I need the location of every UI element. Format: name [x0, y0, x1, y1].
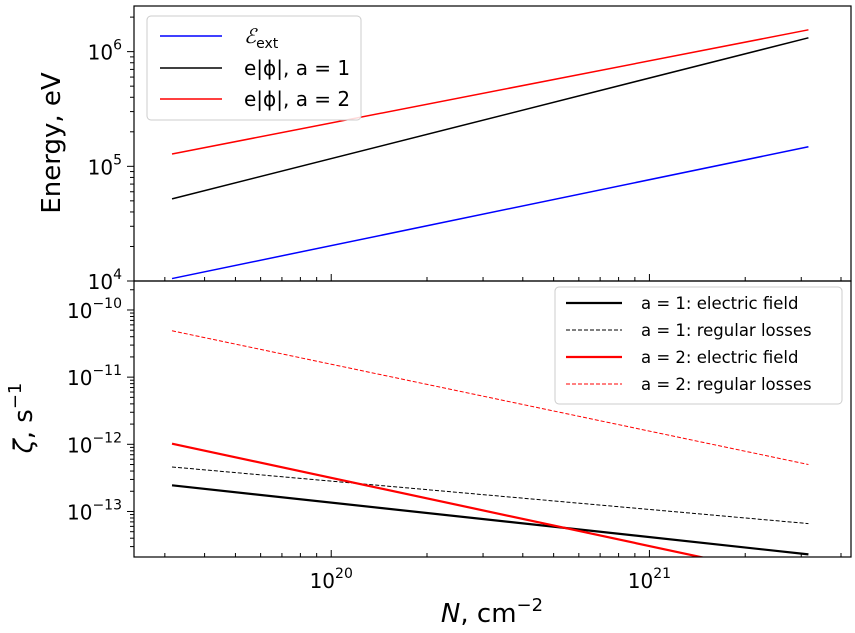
series-line-bottom-2 [171, 442, 706, 557]
panel-bottom-ionization-rate: 10−13 10−12 10−11 10−10 1020 1021 ζ, s−1 N, cm−… [5, 280, 852, 629]
series-line-bottom-0 [171, 484, 809, 556]
y-tick-label: 10−13 [67, 497, 122, 524]
legend: a = 1: electric field a = 1: regular loss… [554, 286, 843, 405]
y-axis-label: ζ, s−1 [5, 383, 39, 455]
y-tick-label: 104 [88, 267, 122, 294]
legend-box [554, 286, 843, 405]
series-lines [171, 29, 809, 280]
legend-box [146, 15, 362, 121]
y-tick-label: 10−10 [67, 296, 122, 323]
legend-label: a = 2: electric field [641, 348, 798, 367]
panel-top-energy: 104 105 106 Energy, eV ℰext e|ϕ|, a = 1 e|ϕ|, … [37, 5, 852, 294]
y-tick-label: 10−11 [67, 363, 122, 390]
legend-label: a = 2: regular losses [641, 375, 812, 394]
y-tick-label: 106 [88, 38, 122, 65]
legend-label: e|ϕ|, a = 1 [244, 56, 350, 80]
x-tick-label: 1020 [310, 566, 353, 593]
series-line-top-0 [171, 146, 809, 280]
y-axis-label: Energy, eV [37, 72, 67, 214]
y-tick-label: 105 [88, 152, 122, 179]
series-line-top-1 [171, 37, 809, 200]
y-tick-label: 10−12 [67, 430, 122, 457]
legend-label: ℰext [244, 24, 279, 52]
x-ticks [164, 550, 842, 557]
legend-label: a = 1: electric field [641, 294, 798, 313]
legend-label: e|ϕ|, a = 2 [244, 87, 350, 111]
y-ticks [127, 289, 134, 548]
x-ticks [164, 274, 842, 281]
x-axis-label: N, cm−2 [441, 595, 543, 629]
series-line-bottom-3 [171, 330, 809, 466]
x-tick-label: 1021 [628, 566, 671, 593]
series-lines [171, 330, 809, 557]
y-ticks [127, 16, 134, 282]
series-line-bottom-1 [171, 466, 809, 525]
legend: ℰext e|ϕ|, a = 1 e|ϕ|, a = 2 [146, 15, 362, 121]
axes-frame [133, 280, 852, 558]
series-line-top-2 [171, 29, 809, 155]
legend-label: a = 1: regular losses [641, 321, 812, 340]
